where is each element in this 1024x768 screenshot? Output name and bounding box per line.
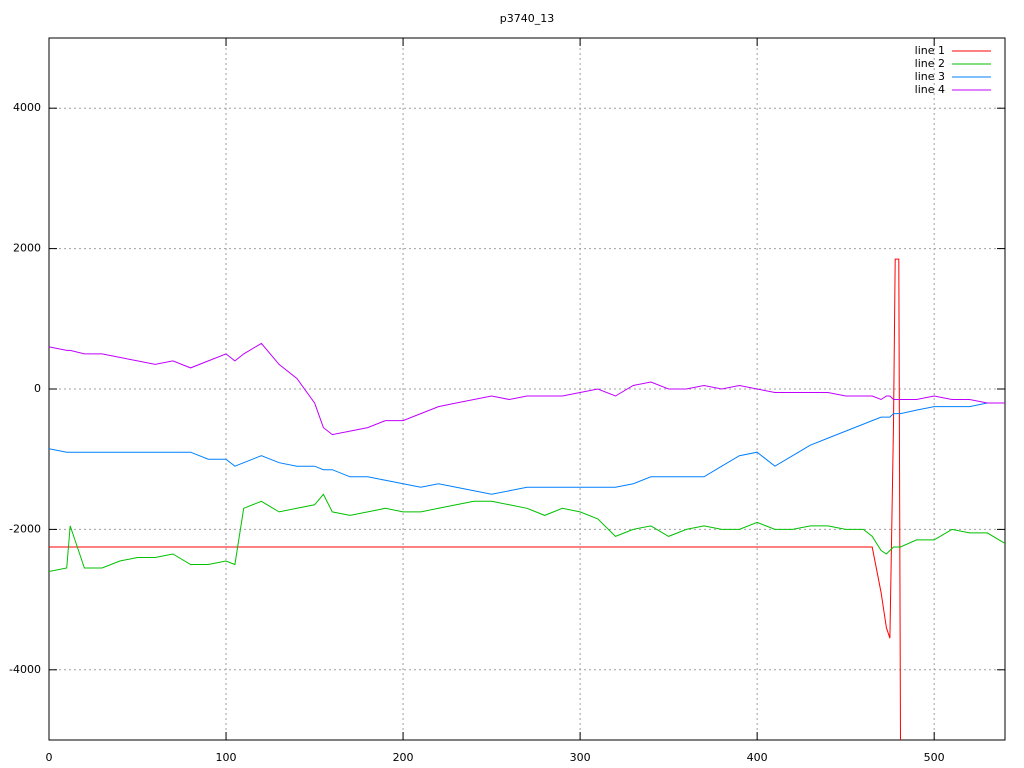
x-tick-label: 500	[924, 751, 945, 764]
y-tick-label: -4000	[9, 663, 41, 676]
data-line	[49, 258, 901, 740]
legend-label: line 2	[915, 57, 945, 70]
plot-border	[48, 37, 1006, 741]
legend-label: line 4	[915, 83, 945, 96]
x-tick-label: 0	[46, 751, 53, 764]
legend-label: line 3	[915, 70, 945, 83]
legend-label: line 1	[915, 44, 945, 57]
x-tick-label: 400	[747, 751, 768, 764]
x-tick-label: 100	[216, 751, 237, 764]
y-tick-label: 4000	[13, 101, 41, 114]
data-line	[49, 342, 1005, 436]
x-tick-label: 300	[570, 751, 591, 764]
data-line	[49, 402, 1005, 495]
y-tick-label: 0	[34, 382, 41, 395]
chart-title: p3740_13	[500, 12, 554, 25]
data-line	[49, 493, 1005, 572]
y-tick-label: -2000	[9, 522, 41, 535]
x-tick-label: 200	[393, 751, 414, 764]
y-tick-label: 2000	[13, 242, 41, 255]
